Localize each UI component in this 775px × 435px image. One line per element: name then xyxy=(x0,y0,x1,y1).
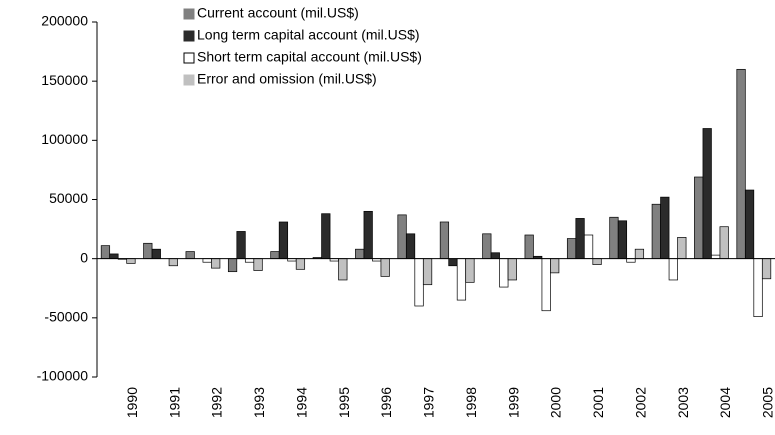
y-tick-label: 200000 xyxy=(41,13,88,29)
x-tick-label: 1991 xyxy=(166,387,182,418)
y-tick-label: 100000 xyxy=(41,131,88,147)
bar xyxy=(575,218,585,260)
bar xyxy=(109,253,119,260)
bar xyxy=(694,176,704,260)
x-tick-label: 1992 xyxy=(209,387,225,418)
x-tick-label: 1999 xyxy=(505,387,521,418)
bar xyxy=(321,213,331,260)
bar xyxy=(126,258,136,264)
bar xyxy=(151,248,161,260)
bar xyxy=(143,242,153,260)
bar xyxy=(278,221,289,260)
bar xyxy=(100,245,111,260)
bar xyxy=(397,214,407,260)
bar xyxy=(422,258,433,286)
bar xyxy=(617,220,628,260)
bar xyxy=(668,258,678,281)
x-tick-label: 2005 xyxy=(760,387,775,418)
bar xyxy=(465,258,475,283)
legend-label: Error and omission (mil.US$) xyxy=(197,71,377,87)
bar xyxy=(227,258,238,273)
bar xyxy=(761,258,772,280)
bar xyxy=(295,258,306,270)
bar xyxy=(626,258,636,263)
legend-swatch xyxy=(183,74,195,86)
bar xyxy=(185,251,195,260)
bar xyxy=(338,258,348,281)
bar xyxy=(736,68,746,260)
x-tick-label: 2002 xyxy=(632,387,648,418)
bar xyxy=(592,258,602,265)
legend-swatch xyxy=(183,30,195,42)
bar xyxy=(583,234,594,260)
bar xyxy=(211,258,221,269)
x-tick-label: 1993 xyxy=(251,387,267,418)
bar xyxy=(270,251,280,260)
bar xyxy=(448,258,458,267)
legend-swatch xyxy=(183,8,195,20)
bar xyxy=(541,258,551,312)
y-tick-label: 150000 xyxy=(41,72,88,88)
legend-label: Short term capital account (mil.US$) xyxy=(197,49,422,65)
bar xyxy=(719,226,729,260)
bar xyxy=(253,258,263,271)
x-tick-label: 1990 xyxy=(124,387,140,418)
legend-label: Current account (mil.US$) xyxy=(197,5,359,21)
legend-swatch xyxy=(183,52,195,64)
bar xyxy=(744,189,755,260)
bar xyxy=(202,258,212,263)
x-tick-label: 1996 xyxy=(378,387,394,418)
x-tick-label: 1997 xyxy=(421,387,437,418)
bar xyxy=(363,210,373,260)
bar xyxy=(711,254,721,260)
y-tick-label: 50000 xyxy=(49,190,88,206)
x-tick-label: 1998 xyxy=(463,387,479,418)
bar xyxy=(651,203,661,260)
bar xyxy=(439,221,450,260)
bar xyxy=(566,238,577,260)
bar xyxy=(550,258,560,274)
bar xyxy=(236,231,246,260)
legend-label: Long term capital account (mil.US$) xyxy=(197,27,420,43)
x-tick-label: 1994 xyxy=(293,387,309,418)
bar xyxy=(524,234,534,260)
bar xyxy=(634,248,645,260)
bar xyxy=(677,237,687,260)
bar xyxy=(380,258,390,277)
bar xyxy=(702,128,712,260)
bar xyxy=(456,258,467,301)
y-tick-label: -50000 xyxy=(44,309,88,325)
bar xyxy=(660,196,670,260)
bar xyxy=(490,252,500,260)
x-tick-label: 2001 xyxy=(590,387,606,418)
x-tick-label: 2003 xyxy=(675,387,691,418)
bar xyxy=(405,233,416,260)
x-tick-label: 2000 xyxy=(548,387,564,418)
bar xyxy=(482,233,492,260)
bar xyxy=(168,258,178,267)
y-tick-label: 0 xyxy=(80,249,88,265)
x-tick-label: 2004 xyxy=(717,387,733,418)
bar xyxy=(244,258,255,263)
x-tick-label: 1995 xyxy=(336,387,352,418)
bar xyxy=(507,258,517,281)
y-tick-label: -100000 xyxy=(37,368,89,384)
bar xyxy=(414,258,424,307)
bar xyxy=(355,248,365,260)
bar xyxy=(499,258,509,288)
bar xyxy=(609,216,619,260)
bar xyxy=(753,258,763,317)
